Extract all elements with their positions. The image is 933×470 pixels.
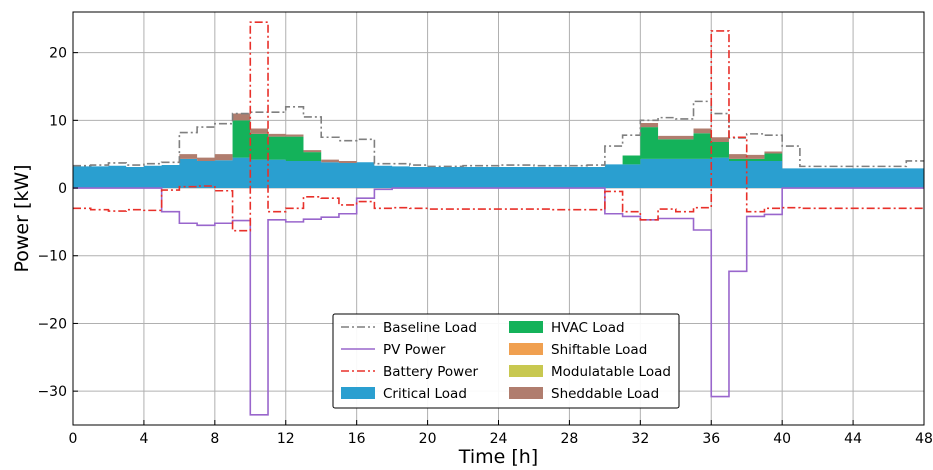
legend-label-critical-load: Critical Load <box>383 386 467 402</box>
x-tick-label: 20 <box>419 431 437 447</box>
y-tick-label: −20 <box>37 316 67 332</box>
y-tick-label: 0 <box>58 181 67 197</box>
x-tick-label: 8 <box>210 431 219 447</box>
y-tick-label: −10 <box>37 249 67 265</box>
x-tick-label: 36 <box>702 431 720 447</box>
x-tick-label: 24 <box>490 431 508 447</box>
x-tick-label: 44 <box>844 431 862 447</box>
x-tick-label: 48 <box>915 431 933 447</box>
y-tick-label: 10 <box>49 113 67 129</box>
y-tick-label: 20 <box>49 46 67 62</box>
power-lines <box>73 21 924 416</box>
x-tick-label: 16 <box>348 431 366 447</box>
x-tick-label: 32 <box>631 431 649 447</box>
legend-swatch-hvac-load <box>509 321 543 333</box>
x-tick-label: 28 <box>561 431 579 447</box>
y-tick-label: −30 <box>37 384 67 400</box>
legend-label-battery-power: Battery Power <box>383 364 479 380</box>
legend-label-pv-power: PV Power <box>383 342 446 358</box>
legend-swatch-sheddable-load <box>509 387 543 399</box>
legend-label-modulatable-load: Modulatable Load <box>551 364 671 380</box>
legend: Baseline Load HVAC Load PV Power Shiftable … <box>332 313 680 409</box>
legend-label-baseline-load: Baseline Load <box>383 320 477 336</box>
line-battery-power <box>73 21 924 232</box>
x-tick-label: 4 <box>139 431 148 447</box>
legend-box <box>332 313 680 409</box>
legend-swatch-modulatable-load <box>509 365 543 377</box>
legend-label-hvac-load: HVAC Load <box>551 320 625 336</box>
legend-label-sheddable-load: Sheddable Load <box>551 386 659 402</box>
x-tick-label: 0 <box>69 431 78 447</box>
x-axis-label: Time [h] <box>458 446 538 468</box>
x-tick-label: 40 <box>773 431 791 447</box>
legend-swatch-shiftable-load <box>509 343 543 355</box>
y-axis-label: Power [kW] <box>11 164 33 272</box>
legend-label-shiftable-load: Shiftable Load <box>551 342 647 358</box>
x-tick-label: 12 <box>277 431 295 447</box>
area-hvac-load <box>73 120 924 169</box>
legend-swatch-critical-load <box>341 387 375 399</box>
line-pv-power <box>73 187 924 416</box>
line-baseline-load <box>73 100 924 168</box>
